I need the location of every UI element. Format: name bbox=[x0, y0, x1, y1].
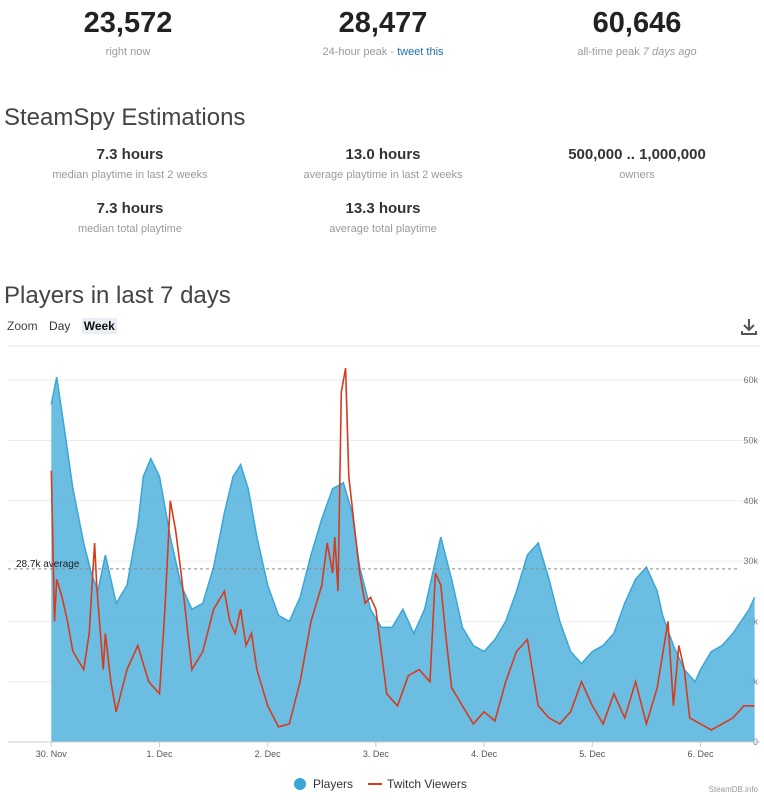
chart-legend: Players Twitch Viewers bbox=[293, 776, 481, 792]
zoom-day-button[interactable]: Day bbox=[49, 319, 71, 333]
stat-current: 23,572 right now bbox=[8, 4, 248, 58]
estimate-value: 13.0 hours bbox=[345, 146, 421, 163]
twitch-legend-marker bbox=[368, 783, 383, 785]
players-line bbox=[50, 376, 756, 684]
zoom-controls: Zoom Day Week bbox=[7, 318, 123, 334]
steamspy-average-2w: 13.0 hours average playtime in last 2 we… bbox=[263, 146, 503, 181]
alltime-peak-date: 7 days ago bbox=[642, 46, 697, 58]
stat-alltime-peak: 60,646 all-time peak 7 days ago bbox=[517, 4, 757, 58]
legend-label-twitch: Twitch Viewers bbox=[387, 777, 467, 791]
estimate-value: 7.3 hours bbox=[96, 200, 164, 217]
estimate-label: median playtime in last 2 weeks bbox=[52, 169, 208, 181]
steamspy-title: SteamSpy Estimations bbox=[4, 104, 246, 131]
twitch-line bbox=[50, 367, 755, 731]
alltime-peak-label-line: all-time peak 7 days ago bbox=[517, 46, 757, 58]
download-icon[interactable] bbox=[741, 318, 757, 341]
x-tick-label: 30. Nov bbox=[36, 749, 68, 759]
average-label: 28.7k average bbox=[16, 559, 80, 570]
legend-item-twitch[interactable]: Twitch Viewers bbox=[367, 776, 467, 792]
players-area bbox=[51, 377, 755, 742]
legend-item-players[interactable]: Players bbox=[293, 776, 353, 792]
peak-24h-label-line: 24-hour peak - tweet this bbox=[263, 46, 503, 58]
players-chart-title: Players in last 7 days bbox=[4, 282, 231, 309]
steamspy-owners: 500,000 .. 1,000,000 owners bbox=[517, 146, 757, 181]
y-tick-label: 60k bbox=[743, 375, 758, 385]
estimate-value: 13.3 hours bbox=[345, 200, 421, 217]
x-tick-label: 3. Dec bbox=[363, 749, 390, 759]
zoom-week-button[interactable]: Week bbox=[81, 318, 117, 334]
y-tick-label: 40k bbox=[743, 496, 758, 506]
y-tick-label: 50k bbox=[743, 435, 758, 445]
x-tick-label: 2. Dec bbox=[255, 749, 282, 759]
steamspy-median-2w: 7.3 hours median playtime in last 2 week… bbox=[10, 146, 250, 181]
legend-label-players: Players bbox=[313, 777, 354, 791]
peak-24h-value: 28,477 bbox=[338, 7, 428, 39]
stat-24h-peak: 28,477 24-hour peak - tweet this bbox=[263, 4, 503, 58]
alltime-peak-value: 60,646 bbox=[592, 7, 682, 39]
estimate-value: 7.3 hours bbox=[96, 146, 164, 163]
x-tick-label: 6. Dec bbox=[687, 749, 714, 759]
estimate-value: 500,000 .. 1,000,000 bbox=[568, 146, 706, 163]
steamdb-credit: SteamDB.info bbox=[708, 785, 758, 794]
tweet-this-link[interactable]: tweet this bbox=[397, 46, 444, 58]
players-legend-marker bbox=[294, 778, 306, 790]
x-tick-label: 4. Dec bbox=[471, 749, 498, 759]
peak-24h-label: 24-hour peak - bbox=[322, 46, 398, 58]
x-tick-label: 5. Dec bbox=[579, 749, 606, 759]
estimate-label: median total playtime bbox=[78, 223, 182, 235]
estimate-label: owners bbox=[619, 169, 655, 181]
estimate-label: average playtime in last 2 weeks bbox=[303, 169, 463, 181]
y-tick-label: 30k bbox=[743, 556, 758, 566]
current-players-label: right now bbox=[105, 46, 151, 58]
steamspy-average-total: 13.3 hours average total playtime bbox=[263, 200, 503, 235]
steamspy-median-total: 7.3 hours median total playtime bbox=[10, 200, 250, 235]
alltime-peak-label: all-time peak bbox=[577, 46, 643, 58]
x-tick-label: 1. Dec bbox=[146, 749, 173, 759]
estimate-label: average total playtime bbox=[329, 223, 437, 235]
zoom-label: Zoom bbox=[7, 319, 38, 333]
current-players-value: 23,572 bbox=[83, 7, 173, 39]
